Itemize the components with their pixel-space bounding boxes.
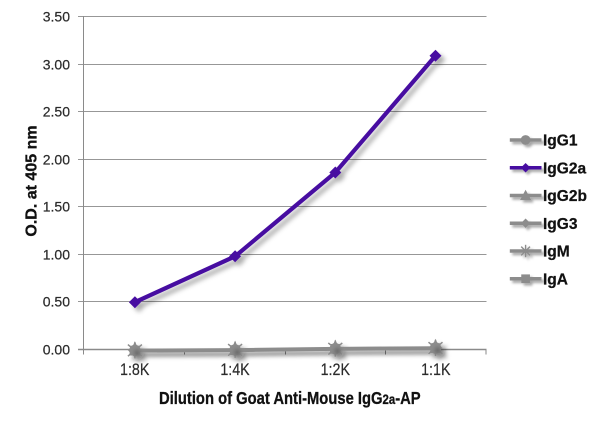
svg-text:1:4K: 1:4K xyxy=(220,361,250,379)
svg-text:1.00: 1.00 xyxy=(43,246,70,262)
svg-text:3.50: 3.50 xyxy=(43,8,70,24)
svg-text:2.50: 2.50 xyxy=(43,103,70,119)
svg-text:1:2K: 1:2K xyxy=(321,361,351,379)
svg-text:IgG3: IgG3 xyxy=(543,216,578,233)
svg-text:IgG1: IgG1 xyxy=(543,133,578,150)
svg-text:O.D. at 405 nm: O.D. at 405 nm xyxy=(24,125,41,236)
svg-text:3.00: 3.00 xyxy=(43,56,70,72)
svg-text:IgM: IgM xyxy=(543,244,570,261)
svg-text:IgG2a: IgG2a xyxy=(543,160,586,177)
svg-text:2.00: 2.00 xyxy=(43,151,70,167)
svg-text:IgG2b: IgG2b xyxy=(543,188,587,205)
svg-text:Dilution of Goat Anti-Mouse Ig: Dilution of Goat Anti-Mouse IgG2a-AP xyxy=(159,389,421,408)
svg-text:1:8K: 1:8K xyxy=(120,361,150,379)
svg-text:1:1K: 1:1K xyxy=(421,361,451,379)
svg-text:1.50: 1.50 xyxy=(43,198,70,214)
svg-text:0.50: 0.50 xyxy=(43,293,70,309)
svg-text:0.00: 0.00 xyxy=(43,341,70,357)
svg-text:IgA: IgA xyxy=(543,271,568,288)
